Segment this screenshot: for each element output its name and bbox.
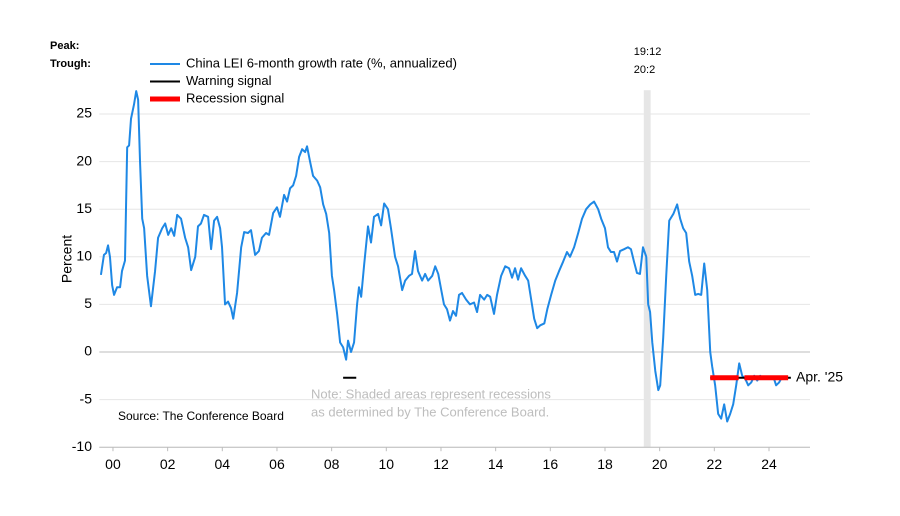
y-tick-label: 10	[76, 248, 92, 264]
y-tick-label: 5	[84, 295, 92, 311]
grid	[99, 113, 810, 448]
y-tick-label: 0	[84, 343, 92, 359]
y-tick-label: 20	[76, 152, 92, 168]
source: Source: The Conference Board	[118, 409, 284, 423]
legend-label: Warning signal	[186, 73, 272, 88]
x-tick-label: 22	[707, 456, 723, 472]
y-tick-label: -5	[80, 390, 93, 406]
x-tick-label: 18	[597, 456, 613, 472]
peak-header: Peak:	[50, 40, 79, 52]
x-tick-label: 00	[105, 456, 121, 472]
recession-trough: 20:2	[634, 64, 655, 76]
note: Note: Shaded areas represent recessions	[311, 386, 551, 401]
y-tick-label: -10	[72, 438, 92, 454]
x-tick-label: 02	[160, 456, 176, 472]
y-tick-label: 25	[76, 105, 92, 121]
x-tick-label: 20	[652, 456, 668, 472]
x-tick-label: 16	[543, 456, 559, 472]
end-label: Apr. '25	[796, 369, 843, 385]
y-axis-label: Percent	[59, 235, 75, 283]
x-tick-label: 08	[324, 456, 340, 472]
x-tick-label: 04	[215, 456, 231, 472]
x-tick-label: 24	[761, 456, 777, 472]
legend-label: China LEI 6-month growth rate (%, annual…	[186, 55, 457, 70]
recession-peak: 19:12	[634, 46, 662, 58]
series-line	[99, 90, 789, 423]
note: as determined by The Conference Board.	[311, 404, 549, 419]
x-tick-label: 14	[488, 456, 504, 472]
x-tick-label: 06	[269, 456, 285, 472]
legend-label: Recession signal	[186, 90, 284, 105]
x-tick-label: 10	[379, 456, 395, 472]
trough-header: Trough:	[50, 58, 91, 70]
x-tick-label: 12	[433, 456, 449, 472]
y-tick-label: 15	[76, 200, 92, 216]
